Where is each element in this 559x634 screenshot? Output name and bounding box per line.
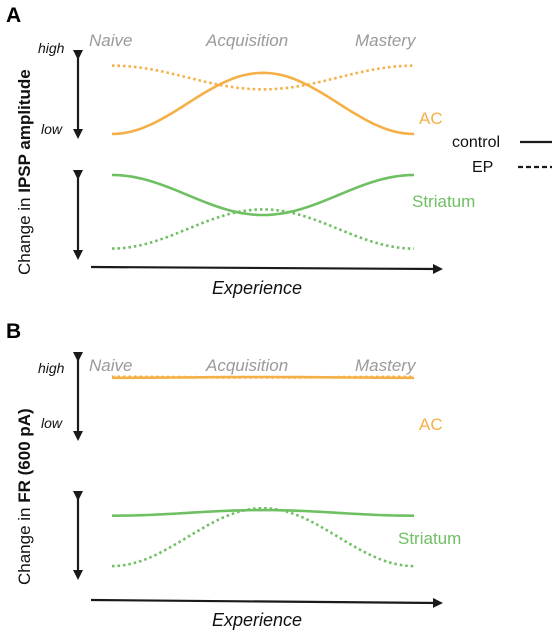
panel-b-stage-mastery: Mastery: [355, 356, 417, 375]
panel-a-stage-mastery: Mastery: [355, 31, 417, 50]
panel-a-ac-control-curve: [111, 71, 415, 136]
panel-b-x-axis-label: Experience: [212, 610, 302, 630]
chart-curves: [111, 64, 415, 568]
panel-b-y-axis-bold: FR (600 pA): [15, 408, 34, 502]
panel-a-x-axis-arrow: [90, 263, 443, 274]
panel-a-stage-acquisition: Acquisition: [205, 31, 288, 50]
panel-a-high-label: high: [38, 40, 65, 56]
legend-control-label: control: [452, 134, 500, 151]
panel-a-y-axis-label: Change in IPSP amplitude: [15, 69, 34, 275]
panel-b-low-label: low: [41, 415, 63, 431]
panel-b-striatum-control-curve: [112, 508, 414, 517]
panel-b-striatum-ep-curve: [111, 506, 415, 568]
panel-a-y-axis-prefix: Change in: [15, 193, 34, 275]
panel-b-stage-acquisition: Acquisition: [205, 356, 288, 375]
panel-a-ac-label: AC: [419, 109, 443, 128]
panel-b-x-axis-arrow: [90, 597, 443, 608]
panel-b-ac-ep-curve: [112, 375, 414, 379]
panel-b-ac-label: AC: [419, 415, 443, 434]
panel-a-ac-ep-curve: [111, 64, 415, 91]
panel-b-stage-naive: Naive: [89, 356, 132, 375]
panel-b-letter: B: [6, 320, 21, 343]
panel-a-striatum-label: Striatum: [412, 192, 475, 211]
panel-a-x-axis-label: Experience: [212, 278, 302, 298]
panel-a-y-axis-bold: IPSP amplitude: [15, 69, 34, 192]
legend-ep-label: EP: [472, 159, 493, 176]
panel-a-letter: A: [6, 4, 21, 27]
panel-a-low-label: low: [41, 121, 63, 137]
panel-b-y-axis-prefix: Change in: [15, 503, 34, 585]
panel-b-high-label: high: [38, 360, 65, 376]
panel-b-striatum-label: Striatum: [398, 529, 461, 548]
panel-b-y-axis-label: Change in FR (600 pA): [15, 408, 34, 585]
panel-a-striatum-ep-curve: [111, 208, 415, 250]
panel-a-stage-naive: Naive: [89, 31, 132, 50]
panel-a-striatum-control-curve: [111, 173, 415, 217]
